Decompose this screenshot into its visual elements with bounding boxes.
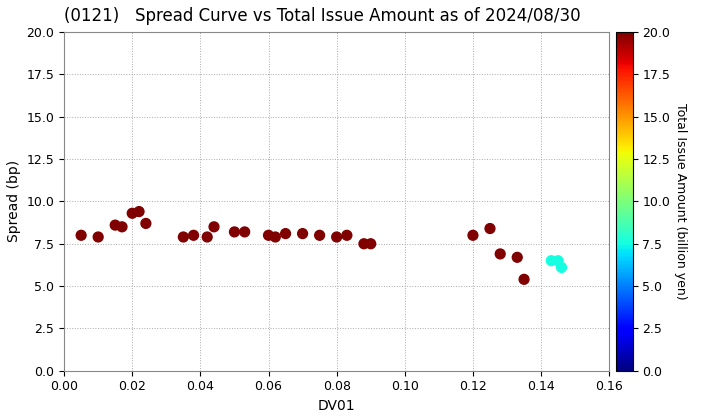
Point xyxy=(229,228,240,235)
Point xyxy=(341,232,353,239)
Point xyxy=(188,232,199,239)
Point xyxy=(140,220,152,227)
Point xyxy=(467,232,479,239)
Point xyxy=(109,222,121,228)
Point xyxy=(269,234,281,240)
Point xyxy=(127,210,138,217)
Point xyxy=(358,240,369,247)
Point xyxy=(552,257,564,264)
Point xyxy=(208,223,220,230)
Y-axis label: Spread (bp): Spread (bp) xyxy=(7,160,21,242)
Point xyxy=(331,234,343,240)
Point xyxy=(314,232,325,239)
Point xyxy=(263,232,274,239)
Point xyxy=(76,232,87,239)
Point xyxy=(495,251,506,257)
X-axis label: DV01: DV01 xyxy=(318,399,356,413)
Point xyxy=(297,230,308,237)
Text: (0121)   Spread Curve vs Total Issue Amount as of 2024/08/30: (0121) Spread Curve vs Total Issue Amoun… xyxy=(64,7,581,25)
Point xyxy=(556,264,567,271)
Point xyxy=(511,254,523,261)
Point xyxy=(485,225,496,232)
Point xyxy=(546,257,557,264)
Point xyxy=(116,223,127,230)
Point xyxy=(518,276,530,283)
Point xyxy=(239,228,251,235)
Y-axis label: Total Issue Amount (billion yen): Total Issue Amount (billion yen) xyxy=(674,103,687,300)
Point xyxy=(92,234,104,240)
Point xyxy=(133,208,145,215)
Point xyxy=(178,234,189,240)
Point xyxy=(365,240,377,247)
Point xyxy=(280,230,292,237)
Point xyxy=(202,234,213,240)
